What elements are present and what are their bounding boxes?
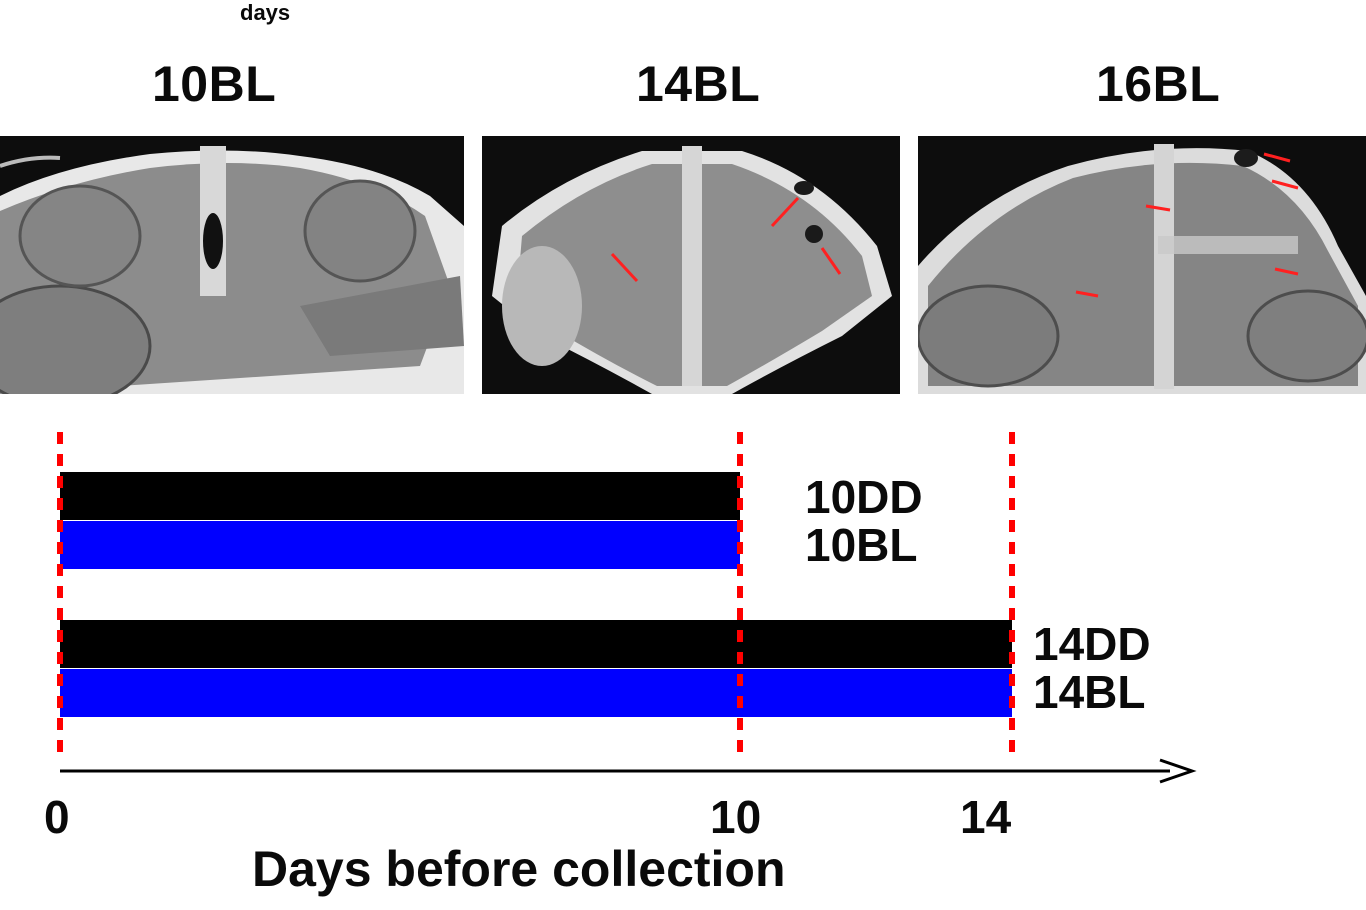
x-axis-arrowhead [1159,758,1197,784]
bar-label-10dd: 10DD [805,471,923,523]
micrograph-10bl-image [0,136,464,394]
panel-title-10bl: 10BL [152,56,277,112]
micrograph-panel-10bl [0,136,464,394]
timeline-bar-14dd [60,620,1012,668]
micrograph-16bl-image [918,136,1366,394]
x-tick-label-14: 14 [960,791,1012,843]
group-label-10: 10DD 10BL [805,473,923,569]
x-tick-label-0: 0 [44,791,70,843]
bar-label-14dd: 14DD [1033,618,1151,670]
x-axis-title: Days before collection [252,841,786,897]
micrograph-panel-16bl [918,136,1366,394]
micrograph-14bl-image [482,136,900,394]
timeline-bar-14bl [60,669,1012,717]
panel-title-16bl: 16BL [1096,56,1221,112]
micrograph-panel-14bl [482,136,900,394]
bar-label-10bl: 10BL [805,519,918,571]
group-label-14: 14DD 14BL [1033,620,1151,716]
timeline-bar-10dd [60,472,740,520]
timeline-chart [57,432,1197,784]
x-tick-label-10: 10 [710,791,762,843]
top-caption: days [240,0,291,25]
timeline-bar-10bl [60,521,740,569]
bar-label-14bl: 14BL [1033,666,1146,718]
panel-title-14bl: 14BL [636,56,761,112]
